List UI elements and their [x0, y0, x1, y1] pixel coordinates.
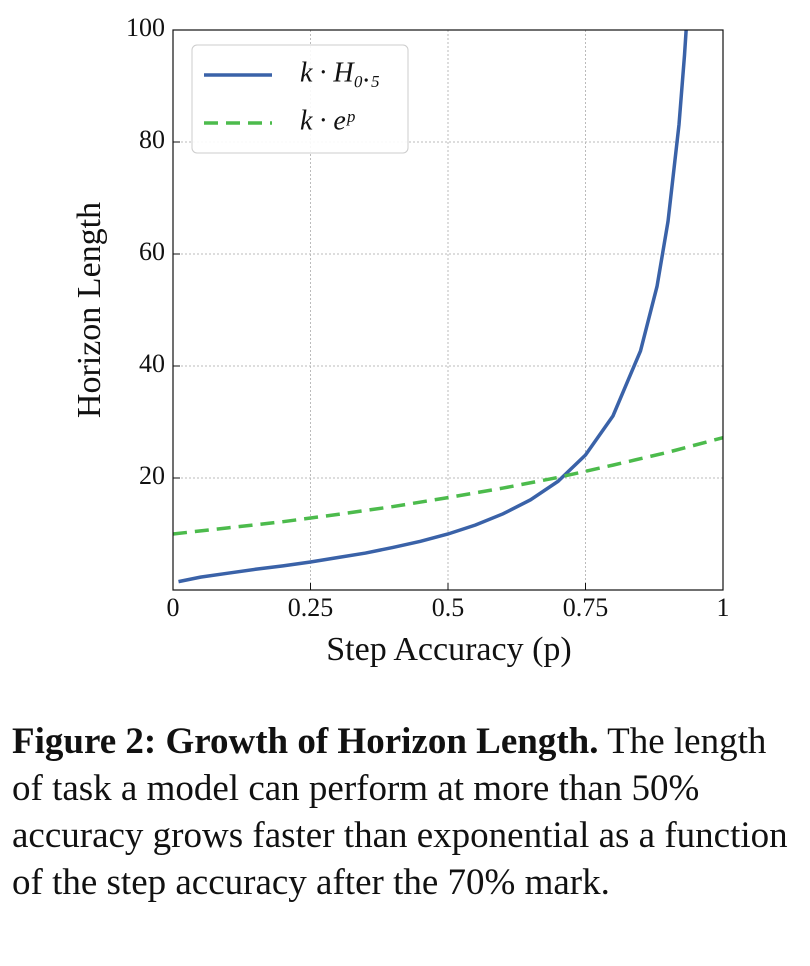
legend-box	[191, 44, 409, 154]
legend-label: k · eᵖ	[300, 105, 355, 136]
plot-frame	[172, 29, 724, 591]
x-tick-label: 0	[167, 593, 180, 622]
caption: Figure 2: Growth of Horizon Length. The …	[12, 718, 804, 906]
y-tick-label: 60	[139, 237, 165, 266]
y-axis-label: Horizon Length	[71, 202, 108, 418]
caption-text: The length of task a model can perform a…	[12, 721, 788, 903]
y-tick-label: 20	[139, 461, 165, 490]
legend-label: k · H₀.₅	[300, 57, 380, 88]
x-tick-label: 1	[717, 593, 730, 622]
y-tick-label: 80	[139, 125, 165, 154]
series-line	[172, 435, 724, 536]
caption-label: Figure 2: Growth of Horizon Length.	[12, 721, 599, 762]
x-tick-label: 0.75	[563, 593, 609, 622]
y-tick-label: 100	[126, 13, 165, 42]
chart: Step Accuracy (p) Horizon Length 20 40 60 8…	[71, 13, 730, 668]
y-tick-label: 40	[139, 349, 165, 378]
series-line	[178, 29, 688, 584]
x-axis-label: Step Accuracy (p)	[326, 631, 571, 668]
x-tick-label: 0.5	[432, 593, 465, 622]
x-tick-label: 0.25	[288, 593, 334, 622]
